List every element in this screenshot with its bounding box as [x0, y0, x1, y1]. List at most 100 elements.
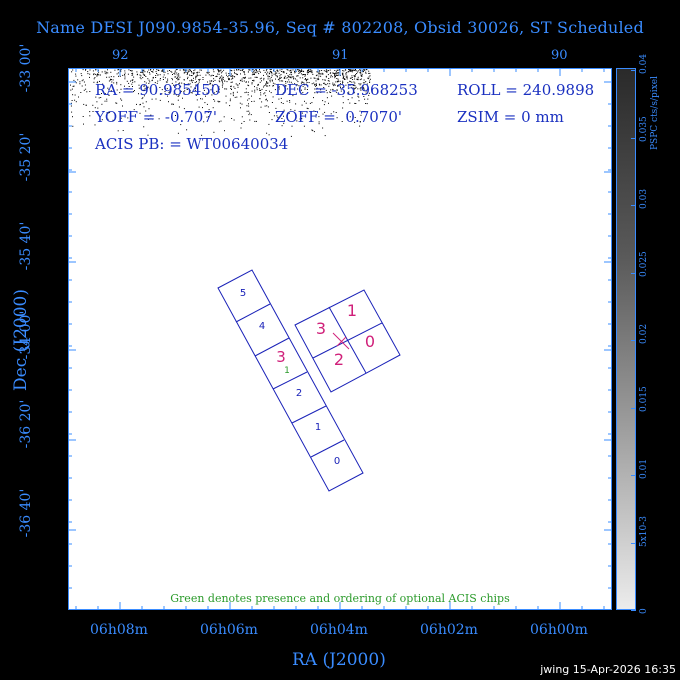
noise-pixel [162, 79, 164, 80]
noise-pixel [269, 76, 270, 78]
noise-pixel [236, 96, 238, 98]
noise-pixel [79, 83, 81, 85]
noise-pixel [334, 70, 336, 71]
noise-pixel [71, 111, 73, 113]
noise-pixel [244, 92, 246, 94]
noise-pixel [351, 97, 353, 99]
noise-pixel [365, 81, 367, 83]
noise-pixel [340, 87, 341, 89]
noise-pixel [273, 115, 275, 117]
noise-pixel [301, 71, 303, 72]
noise-pixel [351, 71, 353, 73]
noise-pixel [218, 91, 220, 93]
noise-pixel [282, 71, 284, 73]
noise-pixel [219, 70, 221, 72]
colorbar-tick-label: 0.015 [639, 385, 649, 412]
noise-pixel [288, 76, 290, 78]
noise-pixel [313, 131, 315, 133]
noise-pixel [333, 83, 335, 85]
acis-pb-readout: ACIS PB: = WT00640034 [95, 135, 289, 153]
noise-pixel [141, 71, 143, 73]
noise-pixel [308, 71, 310, 73]
colorbar-tick-label: 0.04 [639, 53, 649, 74]
noise-pixel [356, 73, 358, 74]
noise-pixel [354, 87, 356, 89]
colorbar-tick-mark [631, 610, 636, 611]
noise-pixel [298, 73, 300, 74]
noise-pixel [139, 77, 141, 79]
noise-pixel [345, 84, 347, 86]
noise-pixel [342, 73, 344, 75]
noise-pixel [207, 81, 208, 83]
noise-pixel [336, 74, 338, 76]
noise-pixel [180, 85, 182, 87]
noise-pixel [322, 113, 324, 115]
noise-pixel [280, 102, 282, 104]
noise-pixel [290, 69, 292, 71]
noise-pixel [350, 77, 352, 79]
noise-pixel [232, 95, 234, 97]
noise-pixel [315, 88, 317, 90]
noise-pixel [338, 74, 340, 76]
noise-pixel [116, 73, 118, 75]
noise-pixel [338, 69, 340, 70]
noise-pixel [276, 75, 278, 77]
noise-pixel [248, 114, 250, 116]
noise-pixel [340, 90, 342, 92]
noise-pixel [180, 124, 182, 126]
noise-pixel [176, 94, 177, 96]
noise-pixel [288, 112, 290, 114]
noise-pixel [318, 75, 320, 77]
noise-pixel [337, 72, 339, 74]
noise-pixel [352, 79, 354, 80]
noise-pixel [179, 69, 181, 71]
noise-pixel [230, 75, 232, 77]
noise-pixel [366, 83, 368, 85]
noise-pixel [253, 73, 255, 75]
noise-pixel [87, 73, 89, 75]
noise-pixel [210, 75, 212, 77]
noise-pixel [141, 85, 142, 87]
noise-pixel [92, 104, 94, 106]
noise-pixel [332, 89, 334, 90]
noise-pixel [218, 88, 220, 90]
noise-pixel [219, 101, 221, 103]
noise-pixel [305, 79, 307, 81]
noise-pixel [239, 69, 241, 71]
noise-pixel [269, 69, 271, 71]
noise-pixel [94, 73, 96, 75]
noise-pixel [271, 102, 273, 103]
aimpoint-marker [332, 332, 350, 350]
noise-pixel [145, 110, 147, 112]
noise-pixel [272, 85, 274, 87]
noise-pixel [276, 72, 278, 74]
noise-pixel [298, 70, 300, 71]
noise-pixel [238, 69, 240, 71]
noise-pixel [281, 69, 283, 71]
noise-pixel [110, 76, 112, 78]
noise-pixel [359, 69, 361, 71]
noise-pixel [239, 102, 241, 104]
noise-pixel [328, 78, 330, 79]
noise-pixel [311, 129, 313, 131]
noise-pixel [207, 111, 209, 113]
noise-pixel [191, 71, 192, 72]
noise-pixel [139, 112, 141, 114]
noise-pixel [155, 71, 157, 73]
noise-pixel [300, 70, 302, 72]
noise-pixel [263, 86, 264, 88]
noise-pixel [109, 111, 111, 113]
noise-pixel [187, 78, 188, 80]
noise-pixel [247, 84, 249, 86]
noise-pixel [167, 73, 169, 75]
noise-pixel [233, 86, 235, 88]
noise-pixel [343, 79, 345, 80]
noise-pixel [344, 78, 346, 80]
noise-pixel [71, 71, 73, 73]
noise-pixel [116, 102, 118, 104]
noise-pixel [148, 79, 150, 81]
noise-pixel [171, 103, 173, 105]
noise-pixel [187, 76, 189, 78]
noise-pixel [155, 92, 157, 94]
noise-pixel [220, 77, 222, 79]
